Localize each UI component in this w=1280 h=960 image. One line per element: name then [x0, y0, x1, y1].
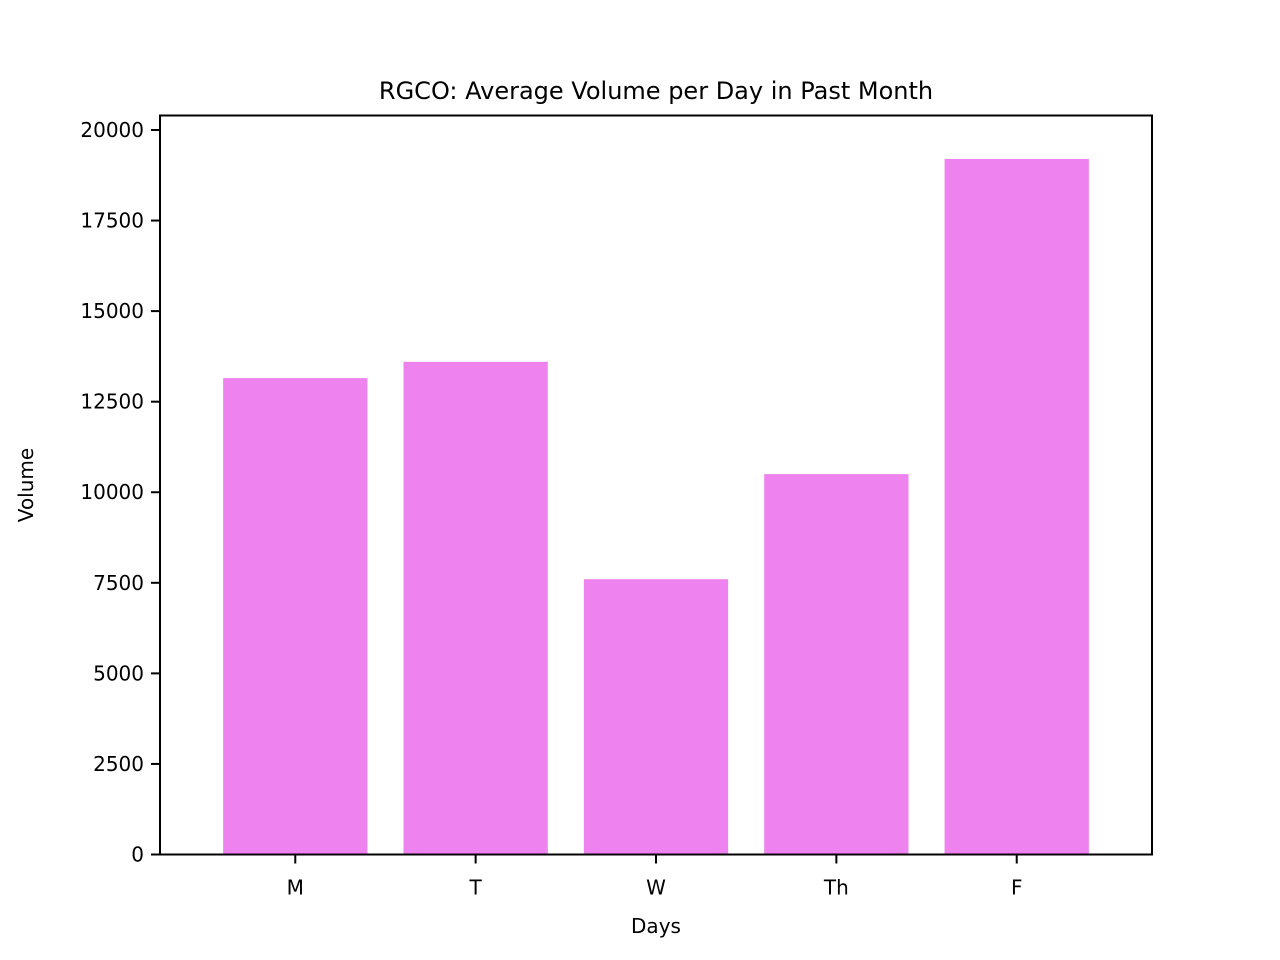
plot-frame — [159, 114, 1153, 856]
y-tick-label: 17500 — [80, 209, 144, 233]
y-tick-label: 20000 — [80, 118, 144, 142]
x-tick-label: Th — [823, 876, 849, 900]
bar-t — [403, 361, 548, 855]
x-tick-label: F — [1011, 876, 1023, 900]
x-axis: M T W Th F — [287, 854, 1023, 900]
x-tick-label: M — [287, 876, 304, 900]
y-tick-label: 10000 — [80, 480, 144, 504]
x-tick-label: T — [469, 876, 483, 900]
y-tick-label: 2500 — [93, 752, 144, 776]
chart-title: RGCO: Average Volume per Day in Past Mon… — [379, 77, 933, 105]
y-tick-label: 15000 — [80, 299, 144, 323]
bars-group — [223, 158, 1089, 855]
y-tick-label: 0 — [131, 843, 144, 867]
y-axis: 0 2500 5000 7500 10000 12500 15000 17500 20000 — [80, 118, 160, 867]
bar-m — [223, 378, 368, 855]
bar-f — [944, 158, 1089, 855]
x-axis-label: Days — [631, 914, 681, 938]
y-tick-label: 12500 — [80, 390, 144, 414]
x-tick-label: W — [646, 876, 666, 900]
bar-th — [764, 474, 909, 855]
bar-w — [583, 579, 729, 855]
y-tick-label: 7500 — [93, 571, 144, 595]
y-tick-label: 5000 — [93, 661, 144, 685]
y-axis-label: Volume — [14, 448, 38, 522]
